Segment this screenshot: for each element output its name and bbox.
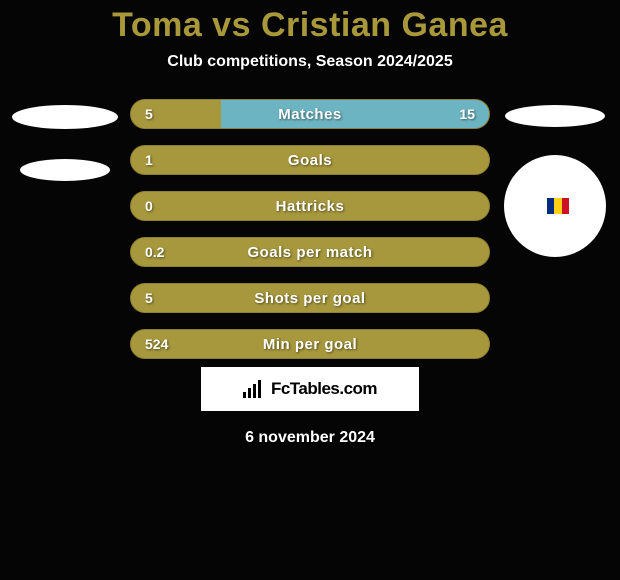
stat-label: Goals (131, 152, 489, 169)
comparison-card: Toma vs Cristian Ganea Club competitions… (0, 0, 620, 580)
brand-box: FcTables.com (201, 367, 419, 411)
main-row: 515Matches 1Goals 0Hattricks 0.2Goals per m… (0, 99, 620, 359)
stat-label: Matches (131, 106, 489, 123)
stat-bar: 0Hattricks (130, 191, 490, 221)
stat-label: Min per goal (131, 336, 489, 353)
stat-label: Shots per goal (131, 290, 489, 307)
romania-flag-icon (547, 198, 569, 214)
page-title: Toma vs Cristian Ganea (0, 0, 620, 45)
date-text: 6 november 2024 (0, 429, 620, 447)
player1-sub-placeholder (20, 159, 110, 181)
left-side (0, 99, 130, 359)
player1-name-placeholder (12, 105, 118, 129)
brand-text: FcTables.com (271, 379, 377, 399)
stat-label: Goals per match (131, 244, 489, 261)
stat-label: Hattricks (131, 198, 489, 215)
subtitle: Club competitions, Season 2024/2025 (0, 53, 620, 71)
stat-bar: 1Goals (130, 145, 490, 175)
stats-column: 515Matches 1Goals 0Hattricks 0.2Goals per m… (130, 99, 490, 359)
right-side (490, 99, 620, 359)
stat-bar: 5Shots per goal (130, 283, 490, 313)
chart-bars-icon (243, 380, 265, 398)
stat-bar: 515Matches (130, 99, 490, 129)
player2-name-placeholder (505, 105, 605, 127)
stat-bar: 0.2Goals per match (130, 237, 490, 267)
player2-badge (504, 155, 606, 257)
stat-bar: 524Min per goal (130, 329, 490, 359)
